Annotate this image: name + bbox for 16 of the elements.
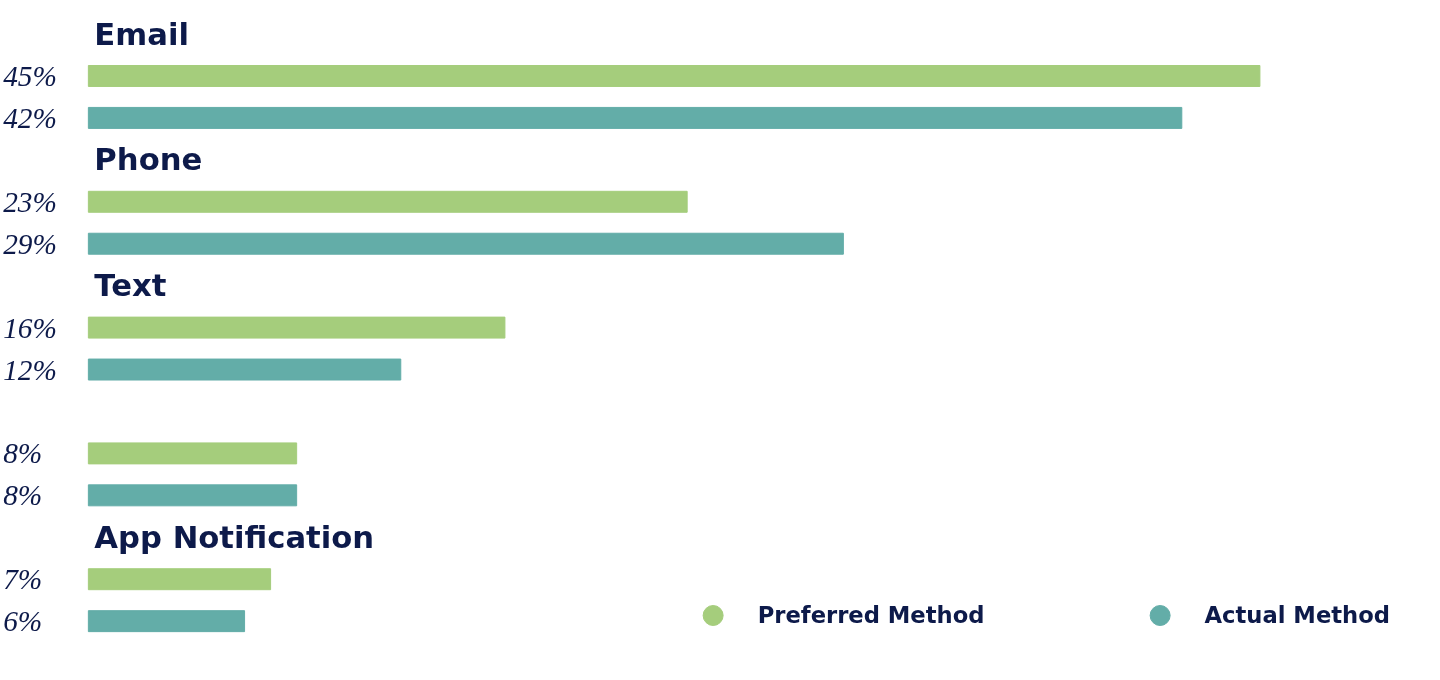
data-label: 45% <box>3 59 57 92</box>
legend-label: Preferred Method <box>757 602 985 628</box>
y-tick-label: Email <box>94 16 189 52</box>
y-tick-label: App Notification <box>94 519 375 555</box>
y-tick-label: Phone <box>94 142 203 178</box>
data-label: 8% <box>3 479 43 512</box>
data-label: 42% <box>3 101 57 134</box>
y-tick-label: Text <box>94 268 167 304</box>
data-label: 23% <box>3 185 57 218</box>
data-label: 12% <box>3 353 57 386</box>
data-label: 16% <box>3 311 57 344</box>
data-label: 6% <box>3 605 43 638</box>
data-label: 8% <box>3 437 43 470</box>
data-label: 7% <box>3 563 43 596</box>
data-label: 29% <box>3 227 57 260</box>
legend-label: Actual Method <box>1204 602 1390 628</box>
